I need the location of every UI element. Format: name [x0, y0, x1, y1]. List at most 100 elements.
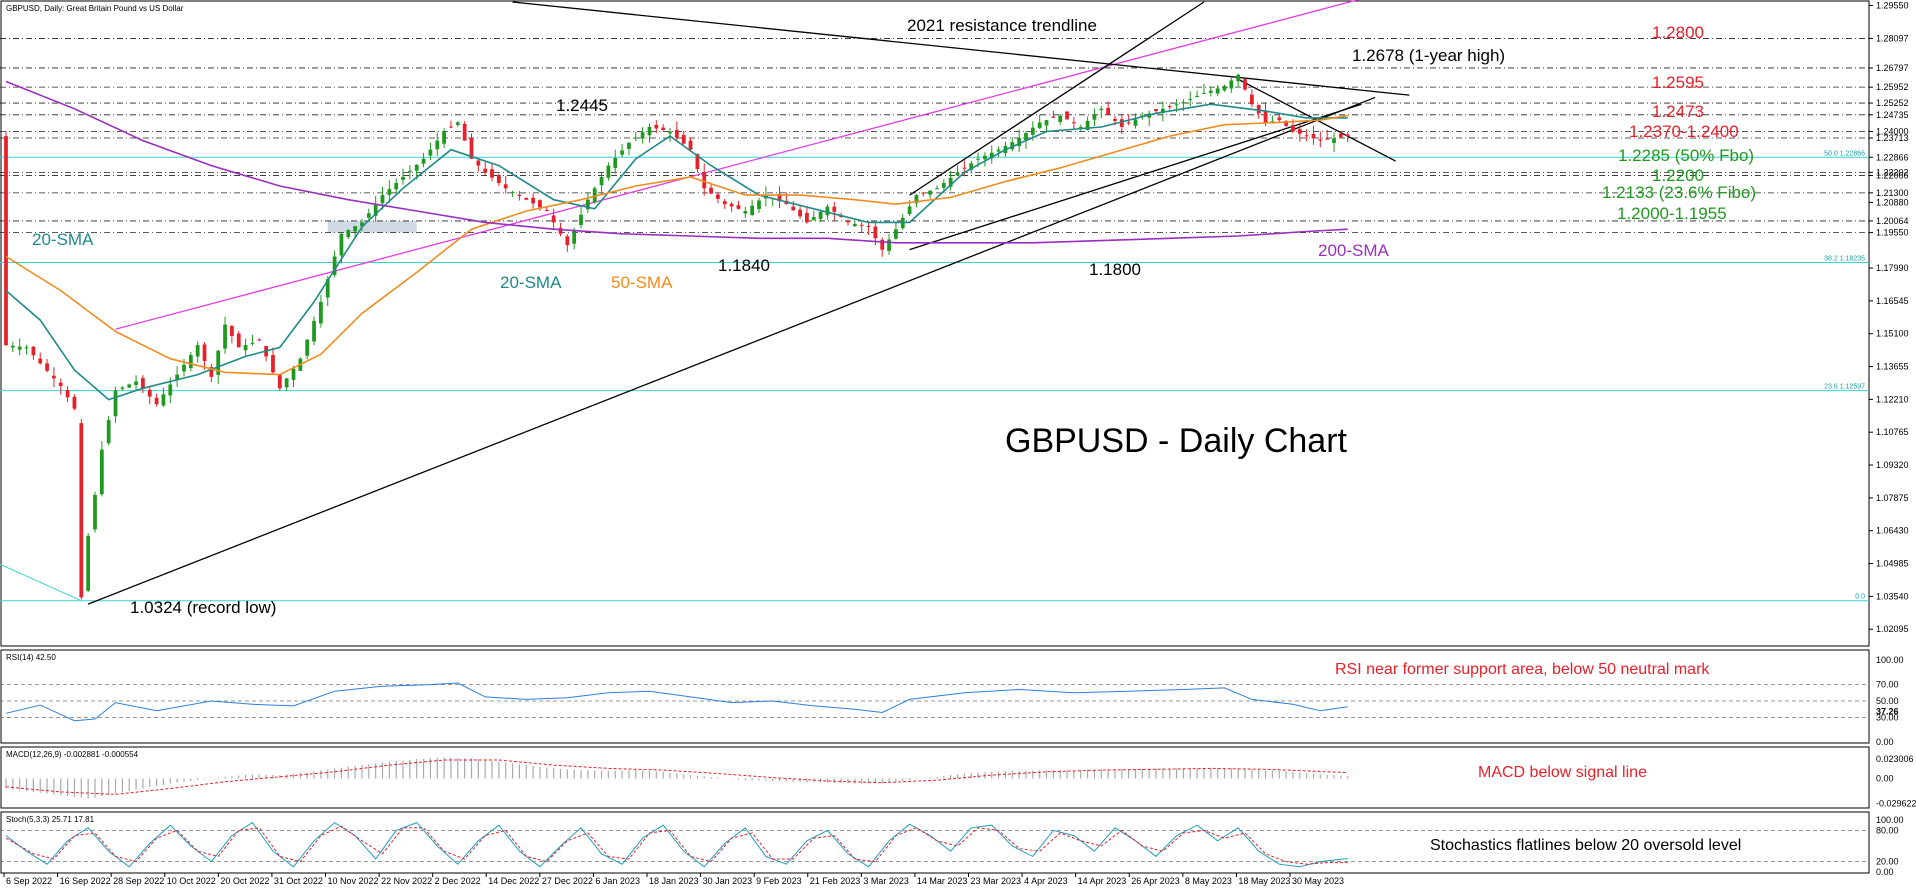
- y-tick-label: 1.17990: [1876, 263, 1909, 273]
- x-tick-label: 21 Feb 2023: [810, 876, 861, 886]
- annotation-20sma-left: 20-SMA: [32, 230, 94, 249]
- x-tick-label: 9 Feb 2023: [756, 876, 802, 886]
- cyan-guide-line: [0, 563, 82, 602]
- channel-upper-line: [909, 1, 1205, 196]
- candle-body: [832, 206, 837, 212]
- candle-body: [716, 194, 720, 199]
- candle-body: [31, 346, 36, 356]
- candle-body: [668, 131, 672, 134]
- candle-body: [750, 205, 755, 216]
- annotation-200sma: 200-SMA: [1318, 241, 1390, 260]
- candle-body: [1236, 74, 1241, 82]
- candle-body: [366, 213, 371, 218]
- candle-body: [1208, 90, 1213, 93]
- candle-body: [921, 192, 926, 194]
- x-tick-label: 22 Nov 2022: [381, 876, 432, 886]
- candle-body: [1167, 106, 1172, 108]
- candle-body: [79, 423, 84, 598]
- candle-body: [1311, 133, 1316, 139]
- fibo-level-label: 0.0: [1855, 594, 1865, 601]
- candle-body: [852, 223, 857, 227]
- candle-body: [702, 172, 707, 189]
- candle-body: [38, 358, 43, 364]
- candle-body: [1078, 126, 1083, 128]
- candle-body: [1270, 121, 1275, 123]
- candle-body: [1263, 111, 1268, 123]
- candle-body: [517, 194, 522, 196]
- candle-body: [1044, 120, 1049, 126]
- candle-body: [907, 206, 912, 215]
- y-tick-label: 1.26797: [1876, 63, 1909, 73]
- stoch-header: Stoch(5,3,3) 25.71 17.81: [6, 815, 95, 824]
- candle-body: [373, 204, 378, 216]
- candle-body: [1277, 117, 1282, 121]
- candle-body: [325, 279, 330, 298]
- candle-body: [86, 535, 91, 591]
- candle-body: [1222, 86, 1227, 91]
- candle-body: [983, 155, 987, 160]
- candle-body: [1133, 119, 1138, 126]
- candle-body: [1113, 118, 1117, 121]
- candle-body: [462, 123, 467, 141]
- candle-body: [339, 233, 344, 256]
- x-tick-label: 20 Oct 2022: [220, 876, 269, 886]
- candle-body: [955, 172, 960, 176]
- y-tick-label: 1.19550: [1876, 228, 1909, 238]
- candle-body: [743, 211, 748, 214]
- y-tick-label: 1.22202: [1876, 167, 1909, 177]
- y-tick-label: 1.15100: [1876, 329, 1909, 339]
- 2021-resistance-trendline-line: [512, 1, 1410, 96]
- y-tick-label: 1.20064: [1876, 216, 1909, 226]
- y-tick-label: 1.23713: [1876, 133, 1909, 143]
- candle-body: [72, 396, 77, 409]
- candle-body: [846, 220, 850, 223]
- rsi-y-label: 30.00: [1876, 712, 1899, 722]
- y-tick-label: 1.02095: [1876, 624, 1909, 634]
- x-tick-label: 2 Dec 2022: [435, 876, 481, 886]
- candle-body: [257, 339, 262, 341]
- support-zone: [327, 221, 417, 233]
- annotation-fibo-236: 1.2133 (23.6% Fibo): [1602, 183, 1756, 202]
- y-tick-label: 1.12210: [1876, 394, 1909, 404]
- macd-y-label: -0.029622: [1876, 798, 1916, 808]
- rsi-current-label: 37.26: [1876, 706, 1899, 716]
- annotation-12595: 1.2595: [1652, 73, 1704, 92]
- candle-body: [1065, 111, 1069, 120]
- candle-body: [161, 394, 166, 406]
- candle-body: [380, 195, 385, 204]
- candle-body: [1017, 138, 1022, 147]
- candle-body: [503, 184, 508, 189]
- candle-body: [10, 345, 15, 348]
- y-tick-label: 1.09320: [1876, 460, 1909, 470]
- candle-body: [168, 384, 173, 396]
- y-tick-label: 1.24735: [1876, 110, 1909, 120]
- 20-sma-line: [5, 103, 1348, 401]
- candle-body: [209, 367, 214, 377]
- candle-body: [93, 495, 97, 530]
- candle-body: [538, 200, 542, 208]
- candle-body: [674, 129, 679, 138]
- candle-body: [1291, 125, 1295, 132]
- candle-body: [811, 217, 816, 221]
- candle-body: [353, 226, 358, 232]
- candle-body: [442, 131, 446, 144]
- stoch-y-label: 20.00: [1876, 857, 1899, 867]
- candle-body: [1181, 101, 1186, 104]
- candle-body: [230, 326, 234, 336]
- x-tick-label: 14 Apr 2023: [1078, 876, 1127, 886]
- candle-body: [236, 333, 241, 348]
- candle-body: [134, 381, 138, 385]
- candle-body: [757, 200, 761, 209]
- candle-body: [941, 183, 946, 188]
- candle-body: [1215, 88, 1220, 94]
- candle-body: [141, 378, 145, 390]
- candle-body: [45, 363, 49, 371]
- candle-body: [1195, 95, 1199, 97]
- candle-body: [531, 197, 535, 204]
- candle-body: [1297, 129, 1302, 134]
- candle-body: [106, 420, 111, 444]
- candle-body: [647, 126, 652, 136]
- y-tick-label: 1.06430: [1876, 526, 1909, 536]
